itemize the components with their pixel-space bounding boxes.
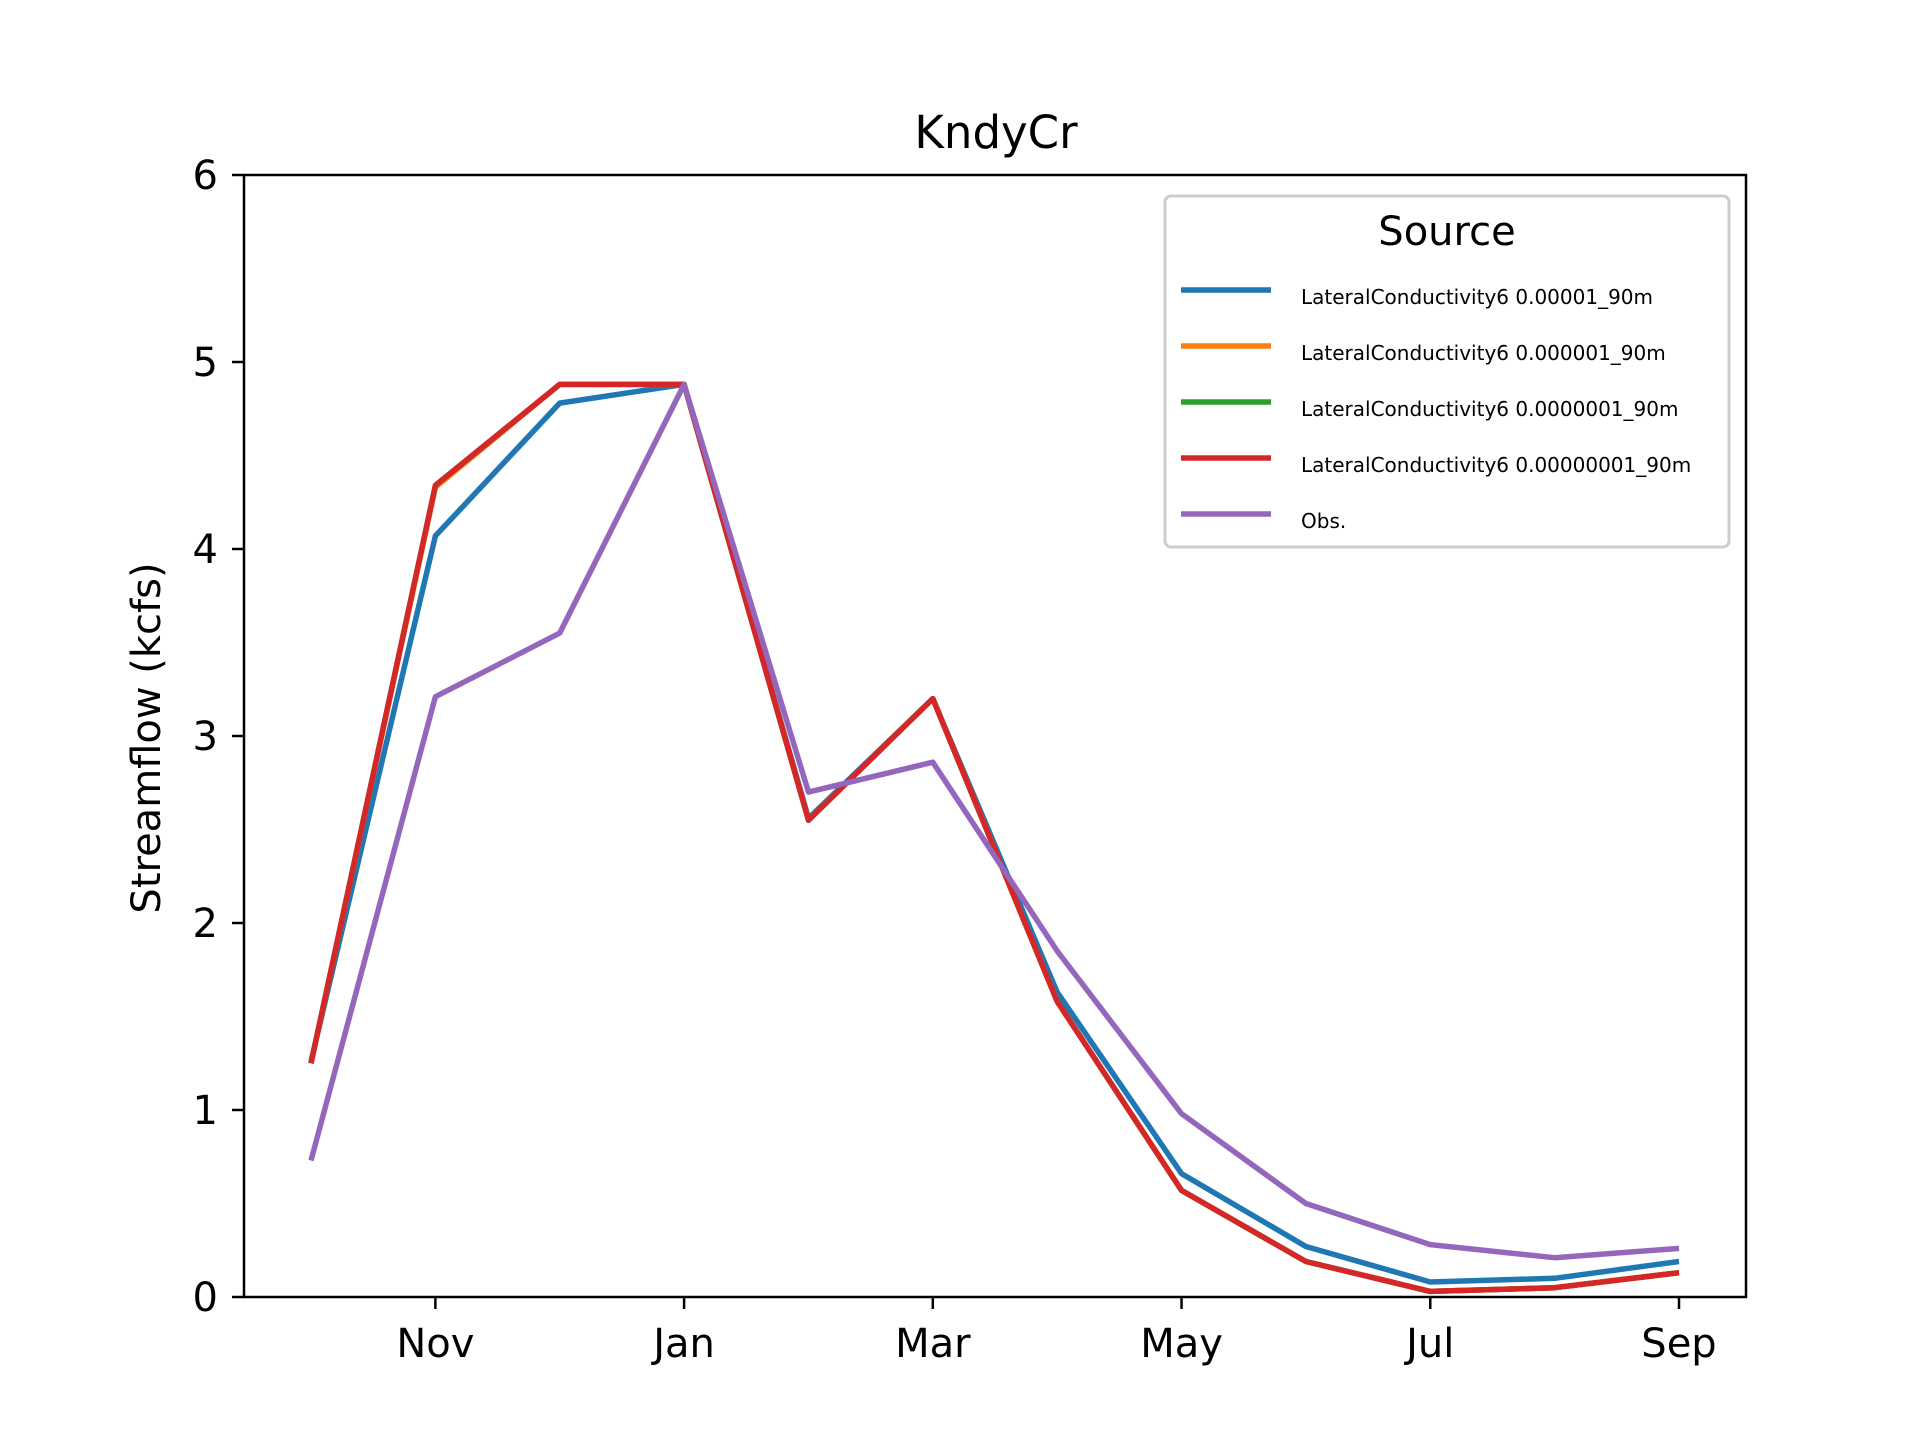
y-tick-label: 6 bbox=[193, 153, 218, 199]
plot-area: 0 1 2 3 4 5 6 Nov Jan Mar May Jul Sep bbox=[193, 153, 1717, 1367]
y-tick-label: 4 bbox=[193, 527, 218, 573]
legend-label: LateralConductivity6 0.00000001_90m bbox=[1301, 453, 1691, 477]
legend-label: LateralConductivity6 0.0000001_90m bbox=[1301, 397, 1678, 421]
y-tick-label: 1 bbox=[193, 1088, 218, 1134]
legend-label: LateralConductivity6 0.000001_90m bbox=[1301, 341, 1666, 365]
chart-title: KndyCr bbox=[914, 106, 1078, 159]
legend-box bbox=[1163, 194, 1731, 549]
x-tick-label: Sep bbox=[1641, 1321, 1716, 1367]
x-tick-label: Jul bbox=[1403, 1321, 1454, 1367]
y-axis-label: Streamflow (kcfs) bbox=[124, 562, 170, 913]
x-tick-label: Jan bbox=[650, 1321, 715, 1367]
x-tick-label: Mar bbox=[895, 1321, 971, 1367]
y-tick-label: 5 bbox=[193, 340, 218, 386]
legend: Source LateralConductivity6 0.00001_90m La… bbox=[1163, 194, 1731, 549]
series-line-5 bbox=[308, 381, 1680, 1261]
x-tick-label: May bbox=[1140, 1321, 1223, 1367]
legend-label: Obs. bbox=[1301, 509, 1346, 533]
y-tick-label: 0 bbox=[193, 1275, 218, 1321]
x-tick-label: Nov bbox=[396, 1321, 474, 1367]
y-tick-label: 3 bbox=[193, 714, 218, 760]
plot-frame bbox=[242, 173, 1748, 1299]
legend-title: Source bbox=[1378, 209, 1515, 255]
series-line-4 bbox=[308, 381, 1680, 1295]
legend-label: LateralConductivity6 0.00001_90m bbox=[1301, 285, 1653, 309]
y-tick-label: 2 bbox=[193, 901, 218, 947]
